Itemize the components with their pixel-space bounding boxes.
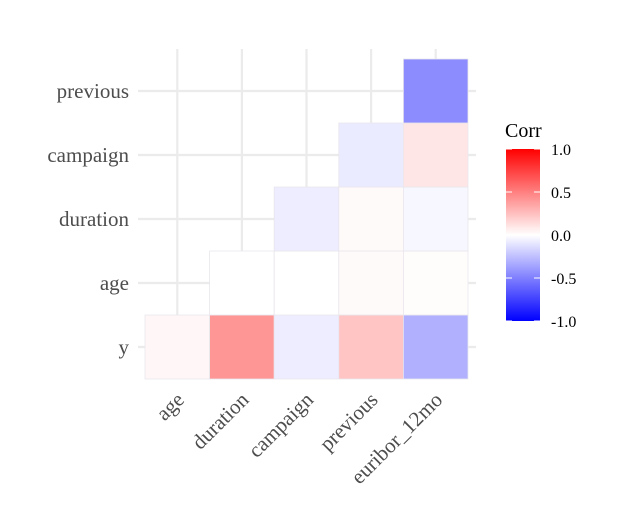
legend-tick-label: -0.5 [551,271,576,288]
heatmap-cell [402,250,469,316]
heatmap-cell [273,250,340,316]
y-tick-label: previous [57,79,129,103]
heatmap-cell [338,122,404,188]
heatmap-cell [338,250,404,316]
legend-tick-labels: 1.0 0.5 0.0 -0.5 -1.0 [506,142,576,331]
heatmap-cell [273,186,340,252]
legend-tick-label: 0.5 [551,185,571,202]
heatmap-cells [144,58,469,380]
legend-title: Corr [505,120,542,142]
y-tick-label: y [119,335,130,359]
legend-tick-label: -1.0 [551,314,576,331]
legend-tick-label: 0.0 [551,228,571,245]
x-tick-label: campaign [243,387,318,462]
heatmap-cell [402,122,469,188]
y-tick-label: duration [59,207,129,231]
legend-tick-label: 1.0 [551,142,571,159]
heatmap-cell [402,314,469,380]
heatmap-cell [338,314,404,380]
heatmap-cell [209,314,275,380]
color-legend: Corr 1.0 0.5 0.0 -0.5 -1.0 [505,120,576,331]
heatmap-cell [144,314,210,380]
y-tick-label: campaign [47,143,129,167]
heatmap-cell [402,186,469,252]
y-axis-tick-labels: y age duration campaign previous [47,79,129,359]
y-tick-label: age [100,271,129,295]
x-tick-label: age [151,388,189,426]
heatmap-cell [273,314,340,380]
heatmap-cell [338,186,404,252]
heatmap-cell [402,58,469,124]
heatmap-cell [209,250,275,316]
